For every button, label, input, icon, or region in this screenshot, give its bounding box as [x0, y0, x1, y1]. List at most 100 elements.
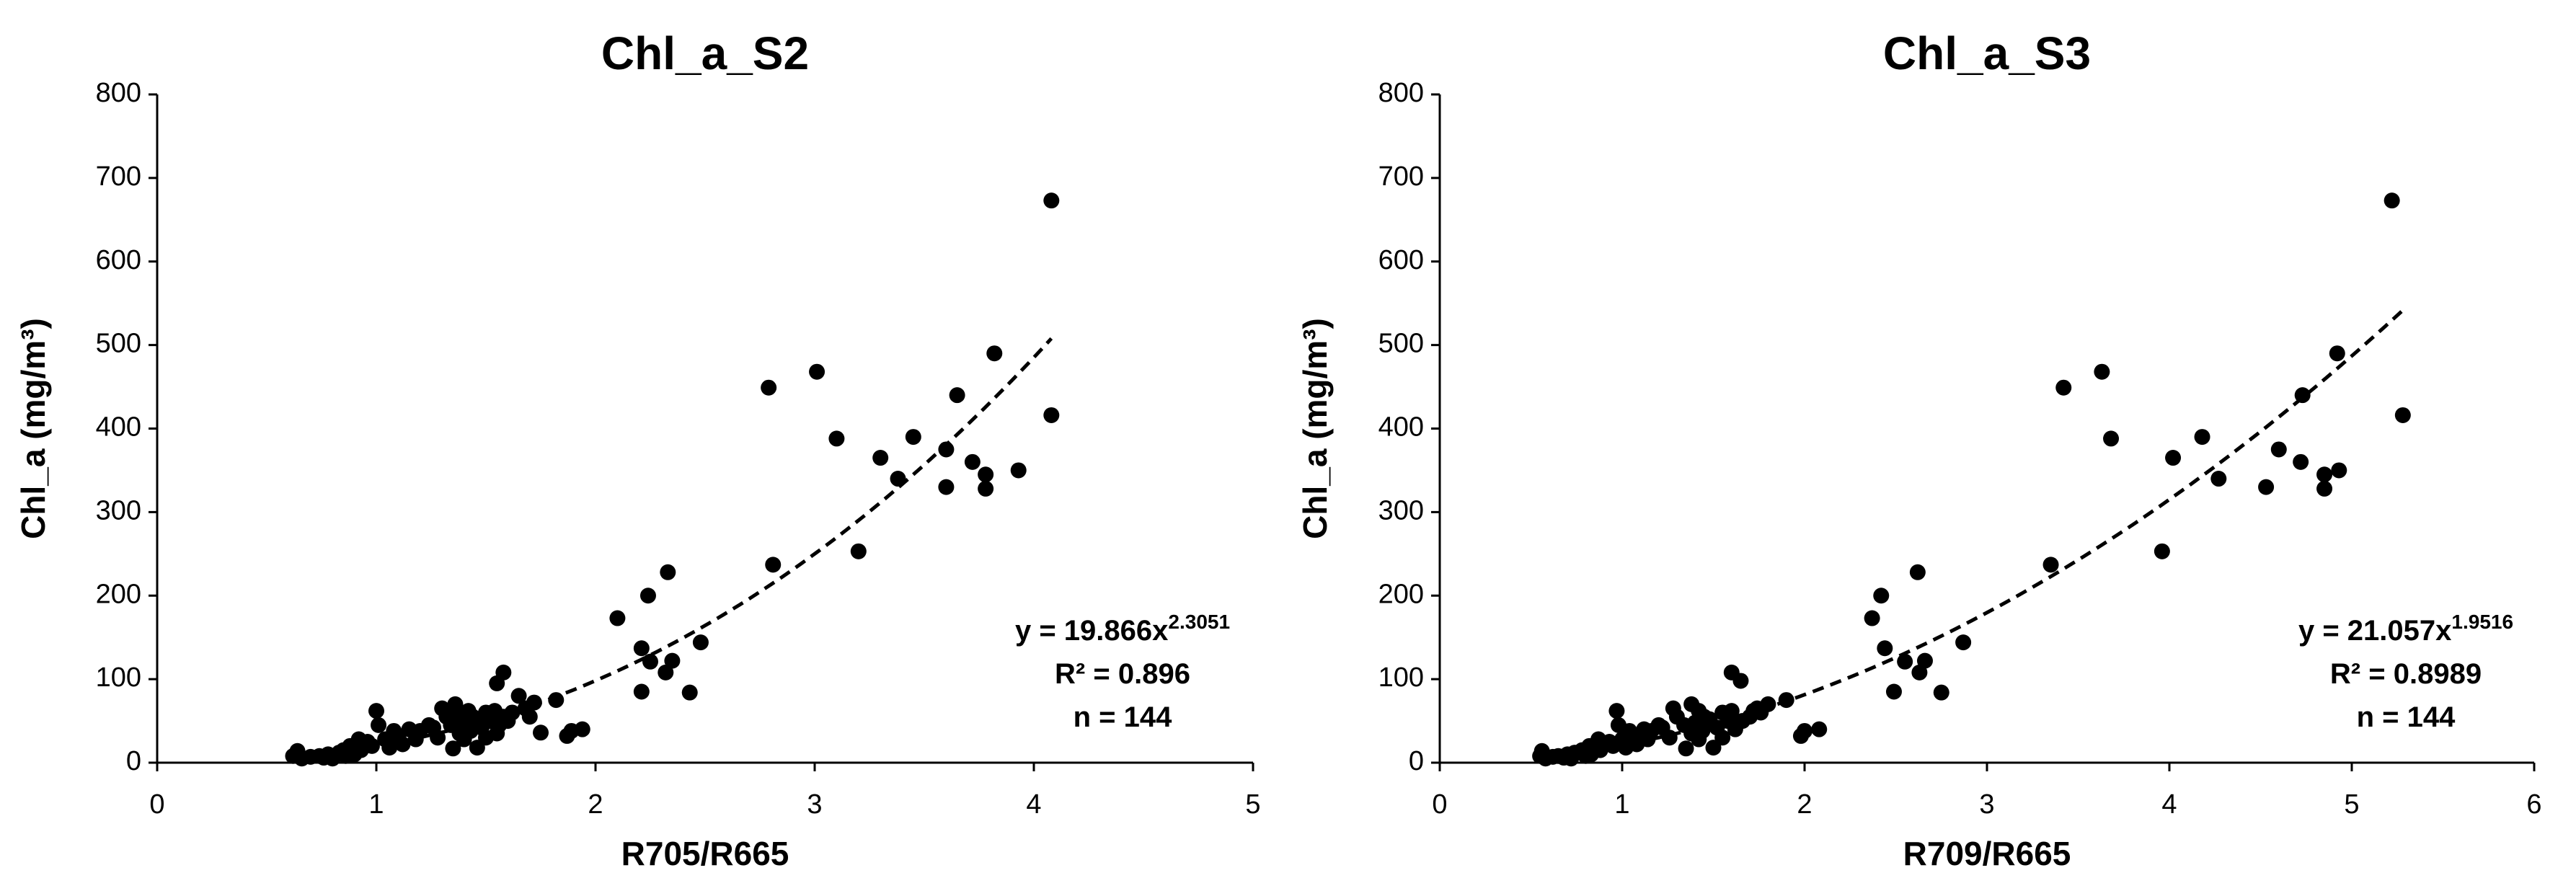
data-point [2103, 430, 2120, 447]
x-tick-label: 1 [368, 789, 384, 820]
data-point [1714, 730, 1731, 746]
x-tick-label: 0 [149, 789, 164, 820]
data-point [660, 564, 676, 580]
data-point [2194, 429, 2210, 446]
data-point [445, 740, 461, 757]
data-point [285, 748, 301, 764]
data-point [964, 453, 981, 470]
fit-exponent: 2.3051 [1168, 611, 1230, 633]
x-tick-label: 6 [2526, 789, 2541, 820]
fit-equation-base: y = 21.057x [2298, 615, 2451, 647]
data-point [1610, 717, 1626, 733]
data-point [1665, 700, 1681, 717]
x-tick-label: 4 [2161, 789, 2177, 820]
data-point [850, 543, 867, 559]
data-point [1723, 703, 1740, 719]
data-point [765, 557, 782, 573]
y-tick-label: 300 [96, 495, 141, 526]
data-point [2154, 543, 2170, 559]
data-point [639, 588, 656, 604]
data-point [1532, 748, 1549, 764]
data-point [1010, 462, 1027, 479]
data-point [2329, 345, 2345, 362]
y-tick-label: 200 [96, 579, 141, 609]
data-point [1723, 664, 1740, 681]
data-point [938, 479, 955, 495]
sample-size: n = 144 [2357, 701, 2456, 733]
y-tick-label: 100 [96, 662, 141, 693]
data-point [487, 703, 503, 719]
y-tick-label: 800 [96, 78, 141, 108]
data-point [2094, 363, 2110, 380]
data-point [456, 731, 472, 748]
data-point [1873, 588, 1890, 604]
data-point [2293, 453, 2309, 470]
data-point [464, 709, 481, 725]
data-point [377, 731, 394, 748]
y-tick-label: 600 [1378, 245, 1424, 275]
data-point [2270, 441, 2287, 458]
data-point [1636, 721, 1652, 737]
y-tick-label: 400 [1378, 412, 1424, 443]
data-point [2042, 557, 2059, 573]
chart-title: Chl_a_S2 [601, 27, 809, 79]
data-point [1897, 653, 1913, 670]
data-point [828, 430, 845, 447]
data-point [2316, 466, 2333, 483]
x-axis-label: R705/R665 [621, 835, 789, 872]
data-point [978, 480, 994, 497]
data-point [1792, 727, 1809, 744]
data-point [890, 471, 906, 487]
trend-line [293, 337, 1053, 759]
data-point [1705, 740, 1722, 756]
y-tick-label: 700 [1378, 161, 1424, 192]
data-point [642, 653, 658, 670]
data-point [2316, 480, 2333, 497]
data-point [1909, 564, 1926, 580]
data-point [2055, 379, 2072, 396]
x-tick-label: 3 [807, 789, 822, 820]
data-point [1691, 731, 1707, 748]
y-tick-label: 400 [96, 412, 141, 443]
data-point [1043, 407, 1060, 423]
chart-title: Chl_a_S3 [1883, 27, 2091, 79]
y-tick-label: 500 [1378, 329, 1424, 359]
fit-equation: y = 21.057x1.9516 [2298, 611, 2513, 647]
data-point [2165, 450, 2182, 466]
data-point [978, 466, 994, 483]
data-point [633, 640, 650, 657]
y-tick-label: 600 [96, 245, 141, 275]
data-point [1877, 640, 1893, 657]
data-point [1608, 703, 1625, 719]
fit-equation: y = 19.866x2.3051 [1015, 611, 1230, 647]
data-point [872, 450, 889, 466]
r-squared: R² = 0.8989 [2330, 658, 2482, 690]
data-point [658, 664, 674, 681]
data-point [401, 721, 417, 737]
data-point [809, 363, 826, 380]
y-tick-label: 800 [1378, 78, 1424, 108]
y-tick-label: 0 [1409, 746, 1424, 776]
data-point [609, 610, 626, 626]
data-point [1683, 696, 1700, 712]
x-tick-label: 5 [2344, 789, 2359, 820]
y-axis-label: Chl_a (mg/m³) [1296, 318, 1334, 539]
x-tick-label: 3 [1979, 789, 1994, 820]
data-point [559, 727, 575, 744]
data-point [533, 724, 549, 741]
data-point [1885, 683, 1902, 700]
r-squared: R² = 0.896 [1055, 658, 1190, 690]
data-point [2331, 462, 2347, 479]
data-point [2384, 192, 2400, 209]
y-tick-label: 700 [96, 161, 141, 192]
sample-size: n = 144 [1074, 701, 1173, 733]
y-tick-label: 0 [126, 746, 141, 776]
data-point [1911, 664, 1928, 681]
data-point [1811, 721, 1828, 737]
data-point [447, 696, 464, 712]
data-point [1678, 740, 1694, 757]
data-point [368, 703, 384, 719]
data-point [2210, 471, 2227, 487]
y-tick-label: 300 [1378, 495, 1424, 526]
